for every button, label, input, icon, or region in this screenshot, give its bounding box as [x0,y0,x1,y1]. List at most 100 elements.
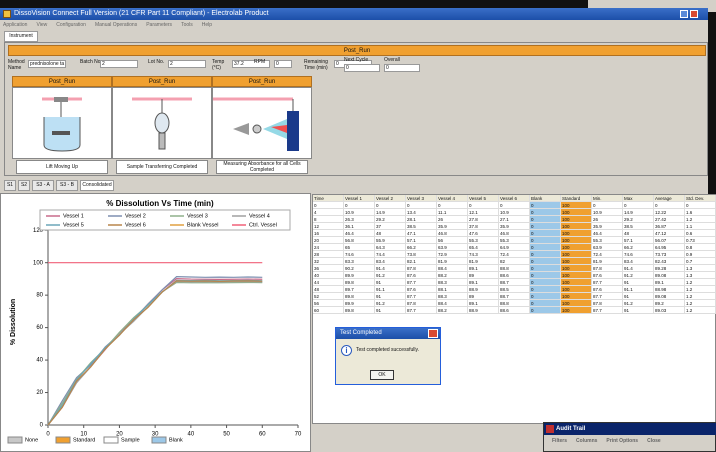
menu-item[interactable]: Help [202,22,212,28]
legend-label: Vessel 5 [63,222,84,228]
audit-menu-item[interactable]: Print Options [606,438,638,444]
legend-label: Vessel 6 [125,222,146,228]
table-cell: 0 [530,258,561,265]
menu-item[interactable]: Application [3,22,27,28]
instrument-tab[interactable]: Instrument [4,31,38,42]
time-cell: 52 [313,293,344,300]
chart: % Dissolution Vs Time (min) % Dissolutio… [0,194,311,452]
vessel-cell: 26 [437,216,468,223]
vessel-cell: 88.3 [437,279,468,286]
legend-label: Blank Vessel [187,222,219,228]
time-cell: 24 [313,244,344,251]
time-cell: 44 [313,279,344,286]
table-cell: 26 [592,216,623,223]
set-tab[interactable]: Consolidated [80,180,114,191]
maximize-button[interactable] [680,10,688,18]
cycle-value: 0 [344,64,380,72]
vessel-cell: 55.3 [499,237,530,244]
vessel-cell: 83.4 [375,258,406,265]
vessel-cell: 0 [406,202,437,209]
table-cell: 0 [530,237,561,244]
menu-item[interactable]: Manual Operations [95,22,137,28]
menu-item[interactable]: View [36,22,47,28]
set-tab[interactable]: S1 [4,180,16,191]
chart-title: % Dissolution Vs Time (min) [106,199,214,208]
menu-item[interactable]: Parameters [146,22,172,28]
vessel-cell: 88.8 [499,265,530,272]
panel-icon [159,133,165,149]
table-cell: 87.7 [592,307,623,314]
table-cell: 1.1 [685,223,716,230]
dialog-close[interactable] [428,329,438,338]
y-tick-label: 0 [40,423,44,429]
legend-label: Vessel 2 [125,213,146,219]
vessel-cell: 87.8 [406,265,437,272]
menu-item[interactable]: Configuration [56,22,86,28]
stage-panels: Post_RunLift Moving UpPost_RunSample Tra… [12,76,312,176]
info-icon: i [341,345,352,356]
vessel-cell: 0 [499,202,530,209]
audit-menu-item[interactable]: Filters [552,438,567,444]
set-tab[interactable]: S3 - B [56,180,78,191]
column-header: Vessel 6 [499,195,530,202]
audit-menu-item[interactable]: Columns [576,438,597,444]
cycle-value: 0 [384,64,420,72]
panel-caption: Sample Transferring Completed [116,160,208,174]
vessel-cell: 27.8 [468,216,499,223]
audit-menu: Filters Columns Print Options Close [552,437,712,446]
vessel-cell: 35.9 [437,223,468,230]
panel-icon [253,125,261,133]
vessel-cell: 91.1 [375,286,406,293]
table-cell: 87.8 [592,265,623,272]
table-cell: 0 [623,202,654,209]
vessel-cell: 88.3 [437,293,468,300]
audit-menu-item[interactable]: Close [647,438,661,444]
set-tab[interactable]: S2 [18,180,30,191]
time-cell: 8 [313,216,344,223]
vessel-cell: 74.4 [375,251,406,258]
vessel-cell: 14.9 [375,209,406,216]
vessel-cell: 65.4 [468,244,499,251]
set-tab[interactable]: S3 - A [32,180,54,191]
column-header: Vessel 1 [344,195,375,202]
vessel-cell: 55.9 [375,237,406,244]
legend-label: Vessel 3 [187,213,208,219]
vessel-cell: 63.9 [437,244,468,251]
panel-icon [233,123,249,135]
table-cell: 91 [623,307,654,314]
table-cell: 100 [561,272,592,279]
vessel-cell: 90.2 [344,265,375,272]
table-cell: 100 [561,244,592,251]
vessel-cell: 56 [437,237,468,244]
panel-icon [155,113,169,133]
table-cell: 63.9 [592,244,623,251]
table-cell: 81.9 [592,258,623,265]
ok-button[interactable]: OK [370,370,394,380]
dialog-message: Test completed successfully. [356,347,438,355]
results-table: TimeVessel 1Vessel 2Vessel 3Vessel 4Vess… [313,195,716,317]
vessel-cell: 12.1 [468,209,499,216]
field-label: Batch No. [80,59,102,65]
close-button[interactable] [690,10,698,18]
panel-image [112,87,212,159]
menu-item[interactable]: Tools [181,22,193,28]
vessel-cell: 64.3 [375,244,406,251]
legend-label: Ctrl. Vessel [249,222,277,228]
table-cell: 0 [530,230,561,237]
table-cell: 100 [561,202,592,209]
table-cell: 47.12 [654,230,685,237]
cycle-label: Overall [384,57,400,63]
vessel-cell: 64.9 [499,244,530,251]
audit-title: Audit Trail [544,423,716,435]
vessel-cell: 46.4 [344,230,375,237]
y-tick-label: 40 [36,358,43,364]
vessel-cell: 82 [499,258,530,265]
time-cell: 36 [313,265,344,272]
table-cell: 82.43 [654,258,685,265]
table-cell: 0.9 [685,251,716,258]
vessel-cell: 27.1 [499,216,530,223]
set-tabs: S1S2S3 - AS3 - BConsolidated [4,180,304,191]
vessel-cell: 11.1 [437,209,468,216]
vessel-cell: 56.8 [344,237,375,244]
field-value: 0 [274,60,292,68]
